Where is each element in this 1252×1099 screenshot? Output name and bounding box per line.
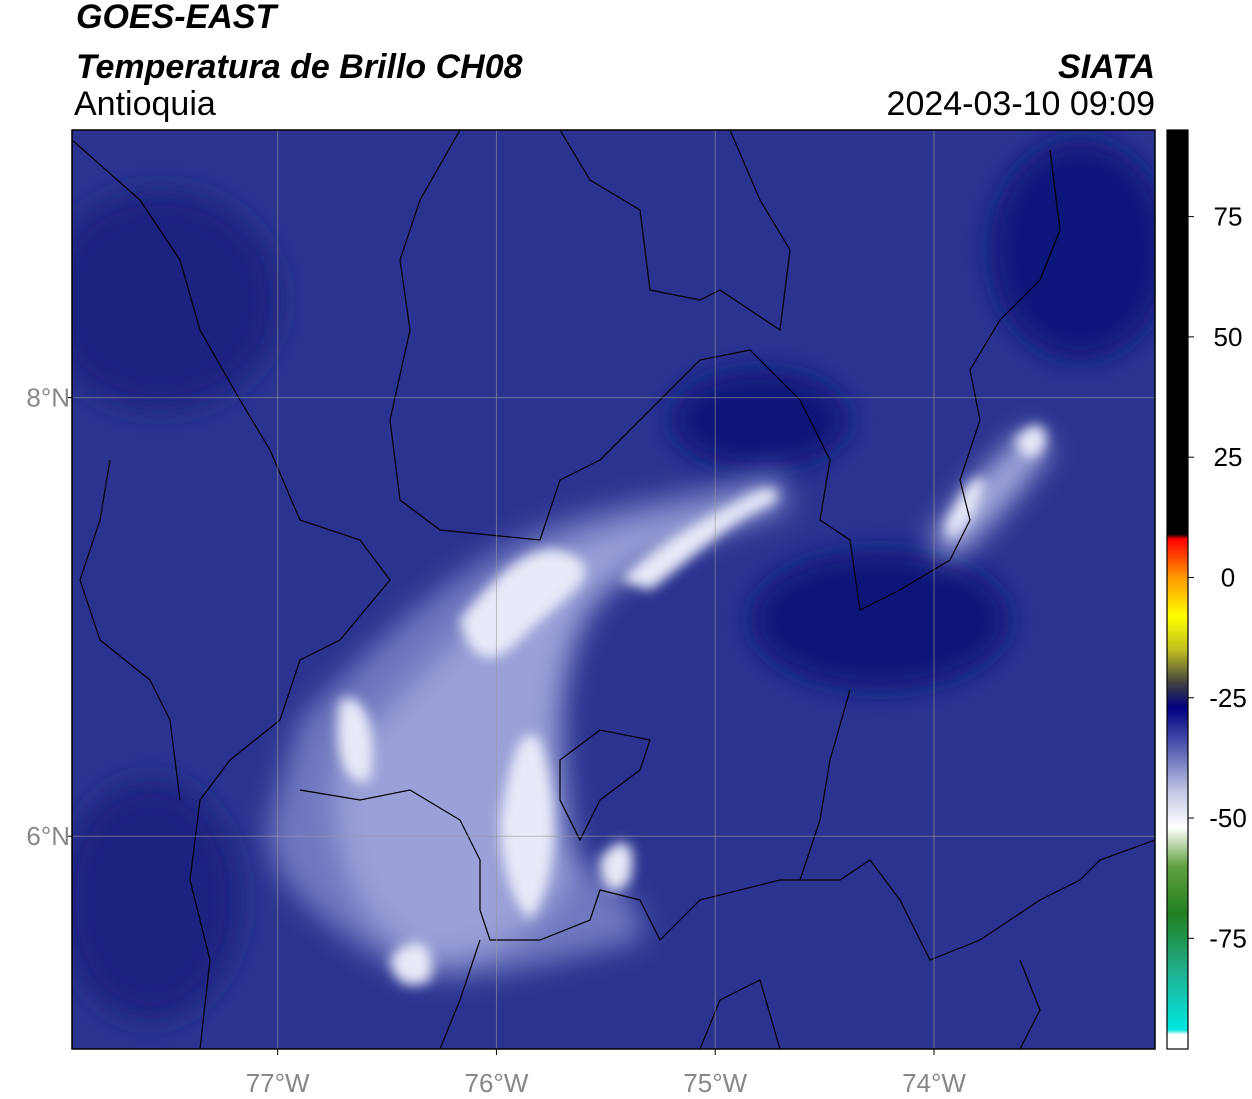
colorbar-tick-label: 25 <box>1214 442 1243 472</box>
title: GOES-EAST <box>76 0 279 36</box>
x-tick-label: 77°W <box>246 1068 310 1098</box>
colorbar-scale <box>1166 129 1189 1050</box>
colorbar-tick-label: -50 <box>1209 803 1247 833</box>
timestamp: 2024-03-10 09:09 <box>887 85 1155 123</box>
colorbar-tick-label: 50 <box>1214 322 1243 352</box>
x-tick-label: 76°W <box>465 1068 529 1098</box>
y-tick-label: 8°N <box>26 383 70 413</box>
grid <box>72 130 1155 1049</box>
colorbar: 75 50 25 0 -25 -50 -75 <box>1166 129 1247 1050</box>
colorbar-tick-label: 0 <box>1221 562 1235 592</box>
y-tick-label: 6°N <box>26 821 70 851</box>
cloud-cores <box>337 425 1046 985</box>
colorbar-tick-label: -25 <box>1209 683 1247 713</box>
colorbar-tick-label: 75 <box>1214 202 1243 232</box>
map-frame <box>71 129 1156 1050</box>
x-tick-label: 75°W <box>683 1068 747 1098</box>
subtitle: Temperatura de Brillo CH08 <box>76 48 523 86</box>
x-tick-label: 74°W <box>902 1068 966 1098</box>
source: SIATA <box>1058 48 1155 86</box>
borders <box>72 130 1155 1049</box>
cold-areas <box>72 140 1155 1020</box>
satellite-image <box>72 130 1155 1049</box>
region: Antioquia <box>74 85 216 123</box>
colorbar-tick-label: -75 <box>1209 923 1247 953</box>
